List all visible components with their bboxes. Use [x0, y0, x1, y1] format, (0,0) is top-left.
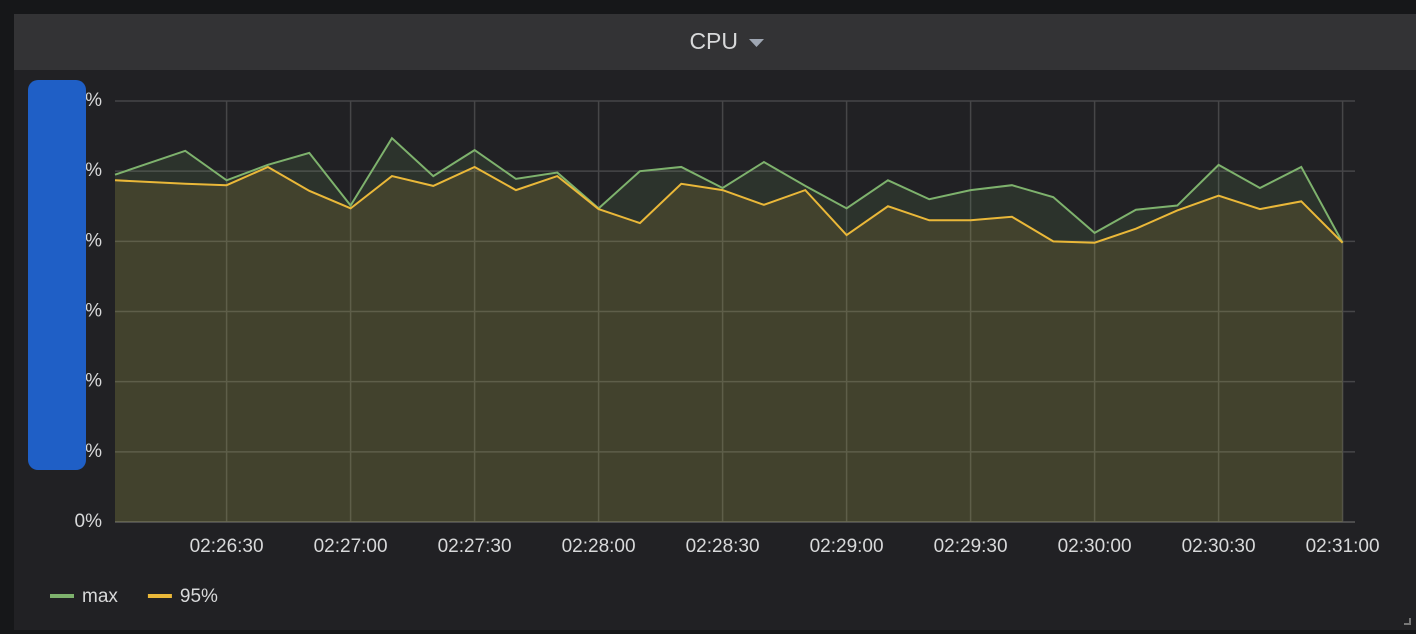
y-tick-label: % — [85, 230, 102, 251]
y-tick-label: % — [85, 301, 102, 322]
y-tick-label: % — [85, 371, 102, 392]
series-line — [114, 136, 1344, 244]
x-tick-label: 02:26:30 — [190, 536, 264, 557]
x-tick-label: 02:30:30 — [1182, 536, 1256, 557]
y-tick-label: % — [85, 90, 102, 111]
y-tick-label: % — [85, 160, 102, 181]
legend-label: max — [82, 586, 118, 607]
legend-label: 95% — [180, 586, 218, 607]
panel-header[interactable] — [14, 14, 1416, 70]
x-tick-label: 02:28:00 — [562, 536, 636, 557]
x-tick-label: 02:31:00 — [1306, 536, 1380, 557]
x-tick-label: 02:30:00 — [1058, 536, 1132, 557]
dropdown-caret[interactable] — [749, 39, 764, 47]
x-tick-label: 02:29:30 — [934, 536, 1008, 557]
resize-handle[interactable] — [1404, 618, 1411, 625]
area-fill — [115, 138, 1343, 522]
x-tick-label: 02:27:30 — [438, 536, 512, 557]
plot: 0%%%%%%% 02:26:30 02:27:00 02:27:30 02:28:00… — [75, 90, 1380, 557]
x-tick-label: 02:29:00 — [810, 536, 884, 557]
panel-title[interactable]: CPU — [689, 28, 738, 54]
x-tick-label: 02:28:30 — [686, 536, 760, 557]
y-tick-label: % — [85, 441, 102, 462]
series-line — [114, 165, 1344, 244]
y-tick-label: 0% — [75, 511, 103, 532]
panel-background — [14, 14, 1416, 630]
x-tick-label: 02:27:00 — [314, 536, 388, 557]
legend-swatch — [147, 594, 172, 598]
legend-swatch — [50, 594, 74, 598]
redaction — [28, 80, 86, 470]
area-fill — [115, 166, 1343, 522]
